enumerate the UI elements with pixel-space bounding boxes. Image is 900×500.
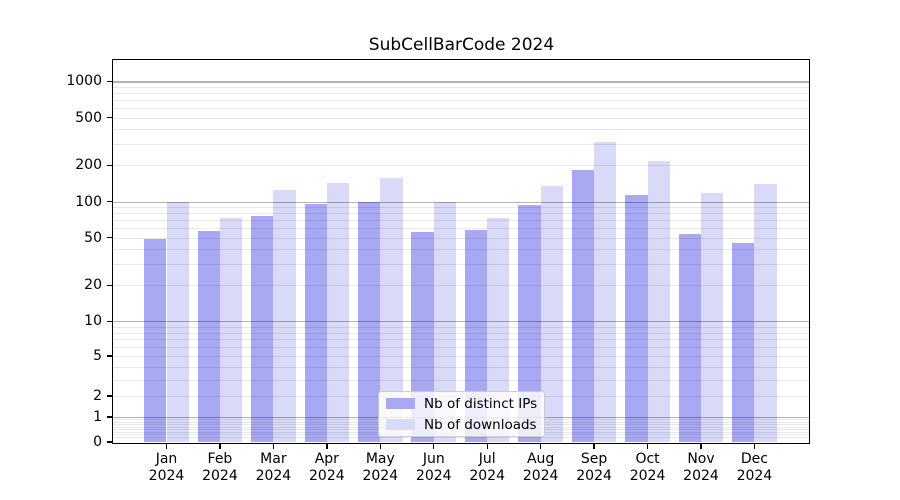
bar-distinct-ips-jul — [464, 230, 488, 442]
y-tick-mark — [106, 395, 113, 397]
minor-gridline — [113, 93, 810, 95]
x-tick-mark — [646, 443, 649, 449]
y-tick-label: 1 — [93, 408, 102, 425]
x-tick-label: Sep 2024 — [576, 451, 612, 484]
bar-downloads-feb — [219, 218, 243, 442]
bar-downloads-may — [380, 178, 403, 442]
minor-gridline — [113, 117, 810, 119]
y-tick-label: 20 — [84, 277, 102, 294]
x-tick-mark — [165, 443, 168, 449]
y-tick-mark — [106, 320, 113, 322]
bar-distinct-ips-apr — [304, 203, 327, 442]
legend-entry-downloads: Nb of downloads — [386, 416, 537, 433]
minor-gridline — [113, 86, 810, 88]
y-tick-label: 50 — [84, 229, 102, 246]
legend-swatch-downloads — [386, 419, 415, 430]
minor-gridline — [113, 108, 810, 110]
bar-distinct-ips-may — [358, 201, 381, 442]
bar-distinct-ips-aug — [518, 204, 541, 442]
y-tick-mark — [106, 416, 113, 418]
bar-distinct-ips-dec — [732, 243, 755, 442]
bar-distinct-ips-feb — [197, 230, 220, 442]
bar-distinct-ips-jan — [144, 238, 167, 442]
y-tick-mark — [106, 116, 113, 119]
y-tick-mark — [106, 284, 113, 287]
bar-distinct-ips-sep — [571, 170, 595, 442]
x-tick-mark — [753, 443, 756, 449]
y-tick-label: 500 — [75, 109, 102, 126]
legend-swatch-distinct-ips — [386, 398, 415, 409]
x-tick-mark — [379, 443, 381, 449]
x-tick-label: Nov 2024 — [683, 451, 719, 484]
bar-downloads-aug — [540, 185, 563, 442]
minor-gridline — [113, 144, 810, 146]
y-tick-mark — [106, 441, 113, 443]
legend-label-downloads: Nb of downloads — [424, 416, 537, 433]
legend-label-distinct-ips: Nb of distinct IPs — [424, 395, 538, 412]
x-tick-label: Dec 2024 — [736, 451, 773, 484]
minor-gridline — [113, 165, 810, 167]
bar-distinct-ips-jun — [411, 231, 434, 442]
y-tick-label: 2 — [93, 387, 102, 404]
bar-downloads-apr — [326, 183, 350, 442]
bar-distinct-ips-mar — [251, 215, 274, 442]
legend-entry-distinct-ips: Nb of distinct IPs — [386, 395, 538, 412]
y-tick-mark — [106, 80, 113, 83]
bar-downloads-dec — [754, 184, 777, 442]
bar-downloads-mar — [273, 189, 296, 442]
x-tick-label: Jun 2024 — [415, 451, 452, 484]
legend: Nb of distinct IPs Nb of downloads — [378, 391, 545, 437]
x-tick-label: Oct 2024 — [629, 451, 666, 484]
y-tick-mark — [106, 200, 113, 203]
bar-downloads-nov — [701, 192, 724, 442]
y-tick-label: 1000 — [66, 73, 102, 90]
x-tick-label: Jan 2024 — [148, 451, 185, 484]
chart-title: SubCellBarCode 2024 — [368, 35, 555, 55]
y-tick-label: 5 — [93, 348, 102, 364]
plot-area — [113, 60, 810, 442]
x-tick-mark — [326, 443, 328, 449]
x-tick-mark — [539, 443, 542, 449]
bar-downloads-sep — [594, 141, 617, 442]
y-tick-mark — [106, 237, 113, 239]
y-tick-mark — [106, 164, 113, 167]
x-tick-label: Apr 2024 — [309, 451, 345, 484]
y-tick-mark — [106, 355, 113, 357]
bar-distinct-ips-oct — [625, 194, 648, 442]
bar-downloads-oct — [647, 160, 670, 442]
x-tick-label: Feb 2024 — [202, 451, 238, 484]
bar-downloads-jan — [166, 201, 189, 442]
minor-gridline — [113, 100, 810, 102]
x-tick-mark — [700, 443, 702, 449]
x-tick-mark — [593, 443, 595, 449]
x-tick-mark — [272, 443, 275, 449]
major-gridline — [113, 81, 810, 83]
x-tick-label: Mar 2024 — [255, 451, 292, 484]
x-tick-label: Jul 2024 — [469, 451, 505, 484]
minor-gridline — [113, 129, 810, 131]
y-tick-label: 200 — [75, 157, 102, 174]
x-tick-label: Aug 2024 — [522, 451, 559, 484]
y-tick-label: 10 — [84, 313, 102, 330]
bar-downloads-jul — [487, 218, 510, 442]
x-tick-label: May 2024 — [362, 451, 399, 484]
bar-distinct-ips-nov — [678, 233, 701, 442]
x-tick-mark — [486, 443, 488, 449]
y-tick-label: 0 — [93, 434, 102, 450]
x-tick-mark — [433, 443, 435, 449]
y-tick-label: 100 — [75, 193, 102, 210]
x-tick-mark — [219, 443, 221, 449]
bar-downloads-jun — [433, 201, 457, 442]
